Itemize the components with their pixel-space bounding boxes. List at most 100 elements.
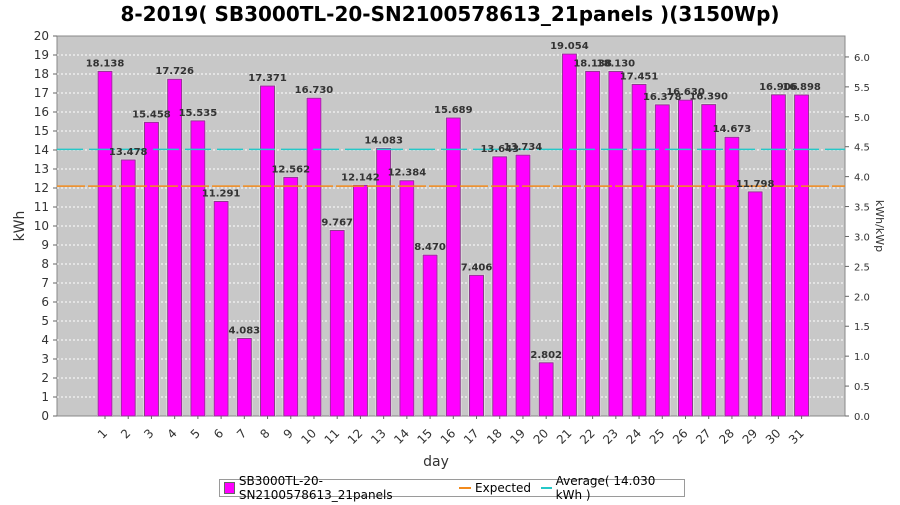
y-tick-label: 1	[41, 390, 49, 404]
y-tick-label: 12	[34, 181, 49, 195]
x-tick-label: 13	[368, 426, 389, 447]
bar-value-label: 13.734	[504, 142, 543, 153]
bar	[515, 154, 531, 417]
x-tick-label: 30	[763, 426, 784, 447]
y-tick-label: 18	[34, 67, 49, 81]
y2-tick-label: 2.5	[854, 262, 870, 273]
bar-value-label: 7.406	[461, 262, 493, 273]
bar-value-label: 15.689	[434, 105, 473, 116]
x-tick-label: 31	[786, 426, 807, 447]
y2-tick-label: 4.5	[854, 143, 870, 154]
bar	[97, 70, 113, 417]
y2-axis-title: kWh/kWp	[873, 200, 886, 252]
x-tick-label: 6	[211, 426, 226, 441]
bar-value-label: 15.535	[179, 108, 218, 119]
bar-value-label: 15.458	[132, 109, 171, 120]
y-tick-label: 0	[41, 409, 49, 423]
bar-value-label: 12.562	[271, 164, 310, 175]
y-tick-label: 3	[41, 352, 49, 366]
bar-value-label: 16.730	[295, 85, 334, 96]
bar-value-label: 13.478	[109, 147, 148, 158]
bar-value-label: 2.802	[530, 350, 562, 361]
y-tick-label: 7	[41, 276, 49, 290]
bar-value-label: 17.726	[155, 66, 194, 77]
bar	[352, 184, 368, 417]
legend-label-series: SB3000TL-20-SN2100578613_21panels	[238, 474, 393, 502]
y2-tick-label: 0.5	[854, 382, 870, 393]
legend-label-expected: Expected	[475, 481, 532, 495]
bar	[701, 104, 717, 417]
bar-value-label: 4.083	[228, 325, 260, 336]
y-tick-label: 17	[34, 86, 49, 100]
x-tick-label: 8	[257, 426, 272, 441]
bar	[492, 156, 508, 417]
x-tick-label: 10	[298, 426, 319, 447]
bar	[794, 94, 810, 417]
x-tick-label: 4	[164, 426, 179, 441]
x-tick-label: 19	[507, 426, 528, 447]
bar	[236, 337, 252, 417]
x-tick-label: 22	[577, 426, 598, 447]
y-tick-label: 9	[41, 238, 49, 252]
bar	[538, 362, 554, 417]
x-tick-label: 3	[141, 426, 156, 441]
x-tick-label: 27	[693, 426, 714, 447]
y2-tick-label: 0.0	[854, 412, 870, 423]
bar-value-label: 18.138	[86, 58, 125, 69]
legend-item-expected: Expected	[459, 481, 531, 495]
bar-value-label: 9.767	[321, 217, 353, 228]
legend-swatch-series	[224, 482, 235, 494]
bar	[190, 120, 206, 417]
y2-tick-label: 1.0	[854, 352, 870, 363]
bar-value-label: 16.630	[666, 87, 705, 98]
bar-value-label: 19.054	[550, 41, 589, 52]
bar-value-label: 18.138	[573, 58, 612, 69]
x-tick-label: 23	[600, 426, 621, 447]
bar	[678, 99, 693, 417]
bar-value-label: 18.130	[597, 59, 636, 70]
bar	[770, 94, 786, 417]
bar	[654, 104, 670, 417]
y-tick-label: 4	[41, 333, 49, 347]
x-axis-title: day	[423, 454, 449, 470]
y2-tick-label: 6.0	[854, 53, 870, 64]
y-tick-label: 8	[41, 257, 49, 271]
bar	[329, 229, 345, 417]
legend-item-series: SB3000TL-20-SN2100578613_21panels	[224, 474, 449, 502]
bar-value-label: 11.291	[202, 188, 241, 199]
legend-label-average: Average( 14.030 kWh )	[555, 474, 656, 502]
y2-tick-label: 3.0	[854, 232, 870, 243]
y-tick-label: 10	[34, 219, 49, 233]
bar-value-label: 16.898	[782, 82, 821, 93]
x-tick-label: 16	[438, 426, 459, 447]
x-tick-label: 20	[531, 426, 552, 447]
x-tick-label: 12	[345, 426, 366, 447]
bar	[469, 274, 485, 417]
y-tick-label: 15	[34, 124, 49, 138]
bar	[306, 97, 322, 417]
bar-value-label: 17.451	[620, 71, 659, 82]
bar	[260, 85, 276, 417]
bar-value-label: 8.470	[414, 242, 446, 253]
x-tick-label: 1	[95, 426, 110, 441]
y-axis-title: kWh	[12, 211, 28, 242]
y2-tick-label: 1.5	[854, 322, 870, 333]
bar-value-label: 16.906	[759, 82, 798, 93]
x-tick-label: 25	[647, 426, 668, 447]
bar-value-label: 14.673	[713, 124, 752, 135]
bar	[120, 159, 136, 417]
x-tick-label: 26	[670, 426, 691, 447]
bar-value-label: 16.390	[689, 92, 728, 103]
x-tick-label: 17	[461, 426, 482, 447]
bar	[561, 53, 577, 417]
x-tick-label: 21	[554, 426, 575, 447]
bar	[608, 71, 624, 417]
bar	[167, 78, 183, 417]
x-tick-label: 5	[188, 426, 203, 441]
bar-value-label: 12.142	[341, 172, 380, 183]
y-tick-label: 2	[41, 371, 49, 385]
y2-tick-label: 5.5	[854, 83, 870, 94]
bar	[445, 117, 461, 417]
